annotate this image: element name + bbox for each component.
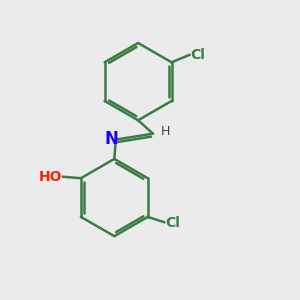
Text: HO: HO: [39, 170, 62, 184]
Text: Cl: Cl: [165, 215, 180, 230]
Text: H: H: [160, 125, 170, 138]
Text: N: N: [104, 130, 118, 148]
Text: Cl: Cl: [190, 48, 205, 62]
